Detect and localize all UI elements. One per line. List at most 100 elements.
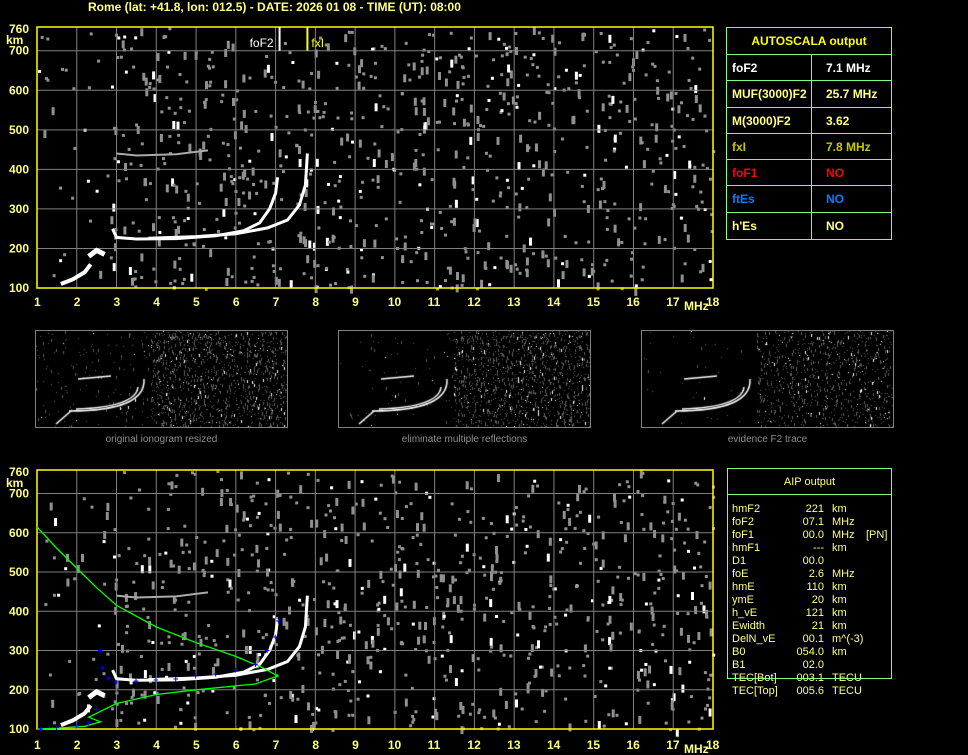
param-value: 2.6 (808, 568, 824, 580)
echo-noise (623, 534, 627, 543)
echo-noise (371, 47, 374, 51)
param-unit: m^(-3) (832, 633, 864, 645)
echo-noise (391, 475, 395, 484)
echo-noise (681, 684, 685, 693)
echo-noise (316, 264, 320, 268)
echo-noise (386, 526, 390, 529)
echo-noise (657, 586, 661, 590)
echo-noise (564, 527, 568, 531)
echo-noise (491, 564, 494, 568)
echo-noise (479, 124, 482, 128)
echo-noise (130, 695, 134, 699)
echo-noise (669, 91, 673, 100)
echo-noise (571, 116, 575, 125)
echo-noise (330, 625, 334, 629)
echo-noise (346, 270, 350, 274)
fitted-trace-point: + (114, 677, 119, 687)
echo-noise (448, 266, 452, 275)
echo-noise (499, 191, 503, 195)
echo-noise (500, 109, 504, 113)
echo-noise (169, 559, 173, 568)
echo-noise (337, 199, 341, 203)
echo-noise (618, 631, 622, 635)
y-tick-label: 400 (9, 162, 29, 176)
echo-noise (400, 599, 404, 603)
echo-noise (132, 688, 135, 697)
echo-noise (397, 558, 401, 562)
echo-noise (124, 593, 128, 602)
echo-noise (601, 531, 605, 540)
echo-noise (526, 144, 529, 153)
echo-noise (302, 272, 306, 276)
echo-noise (143, 690, 147, 699)
echo-noise (459, 702, 463, 710)
echo-noise (557, 75, 561, 79)
echo-noise (361, 180, 365, 184)
echo-noise (126, 624, 129, 628)
echo-noise (432, 641, 436, 644)
echo-noise (325, 553, 329, 562)
echo-noise (515, 95, 519, 99)
echo-noise (112, 203, 116, 212)
echo-noise (537, 74, 541, 78)
echo-noise (51, 699, 55, 708)
echo-noise (578, 484, 581, 493)
echo-noise (265, 547, 269, 550)
echo-noise (514, 32, 518, 35)
echo-noise (688, 160, 692, 169)
echo-noise (687, 549, 690, 553)
echo-noise (580, 184, 584, 188)
echo-noise (225, 278, 229, 286)
echo-noise (462, 75, 466, 79)
echo-noise (641, 48, 645, 52)
echo-noise (461, 274, 465, 283)
echo-noise (267, 478, 271, 482)
echo-noise (374, 224, 378, 228)
echo-noise (278, 267, 282, 271)
echo-noise (676, 594, 680, 598)
echo-noise (489, 578, 493, 582)
echo-noise (448, 204, 452, 208)
echo-noise (264, 633, 268, 637)
echo-noise (343, 679, 347, 683)
echo-noise (506, 78, 510, 87)
echo-noise (274, 125, 278, 129)
fitted-trace-point: + (193, 671, 198, 681)
echo-noise (674, 146, 678, 150)
echo-noise (476, 657, 480, 661)
echo-noise (119, 665, 123, 674)
echo-noise (301, 666, 305, 670)
echo-noise (182, 121, 186, 125)
echo-noise (306, 255, 310, 264)
echo-noise (492, 531, 496, 535)
echo-noise (705, 167, 709, 171)
echo-noise (148, 565, 152, 574)
echo-noise (377, 601, 381, 605)
echo-noise (158, 74, 162, 83)
echo-noise (354, 75, 358, 79)
echo-noise (219, 498, 223, 506)
echo-noise (505, 46, 508, 50)
echo-noise (377, 607, 381, 611)
echo-noise (574, 241, 578, 245)
echo-noise (363, 274, 367, 278)
echo-noise (179, 708, 183, 711)
echo-noise (190, 273, 194, 282)
aip-output-table: AIP output (727, 468, 892, 679)
thumbnail-caption: eliminate multiple reflections (401, 434, 528, 445)
echo-noise (662, 624, 666, 628)
echo-noise (309, 168, 313, 172)
echo-noise (106, 174, 110, 178)
echo-noise (435, 712, 439, 721)
echo-noise (248, 609, 251, 613)
echo-noise (403, 235, 407, 239)
fitted-trace-point: + (233, 665, 238, 675)
y-tick-label: 100 (9, 281, 29, 295)
echo-noise (199, 152, 203, 160)
echo-noise (440, 227, 444, 230)
echo-noise (545, 90, 549, 94)
echo-noise (198, 201, 201, 205)
echo-noise (244, 646, 248, 654)
param-value: 02.0 (802, 659, 824, 671)
echo-noise (112, 263, 116, 272)
